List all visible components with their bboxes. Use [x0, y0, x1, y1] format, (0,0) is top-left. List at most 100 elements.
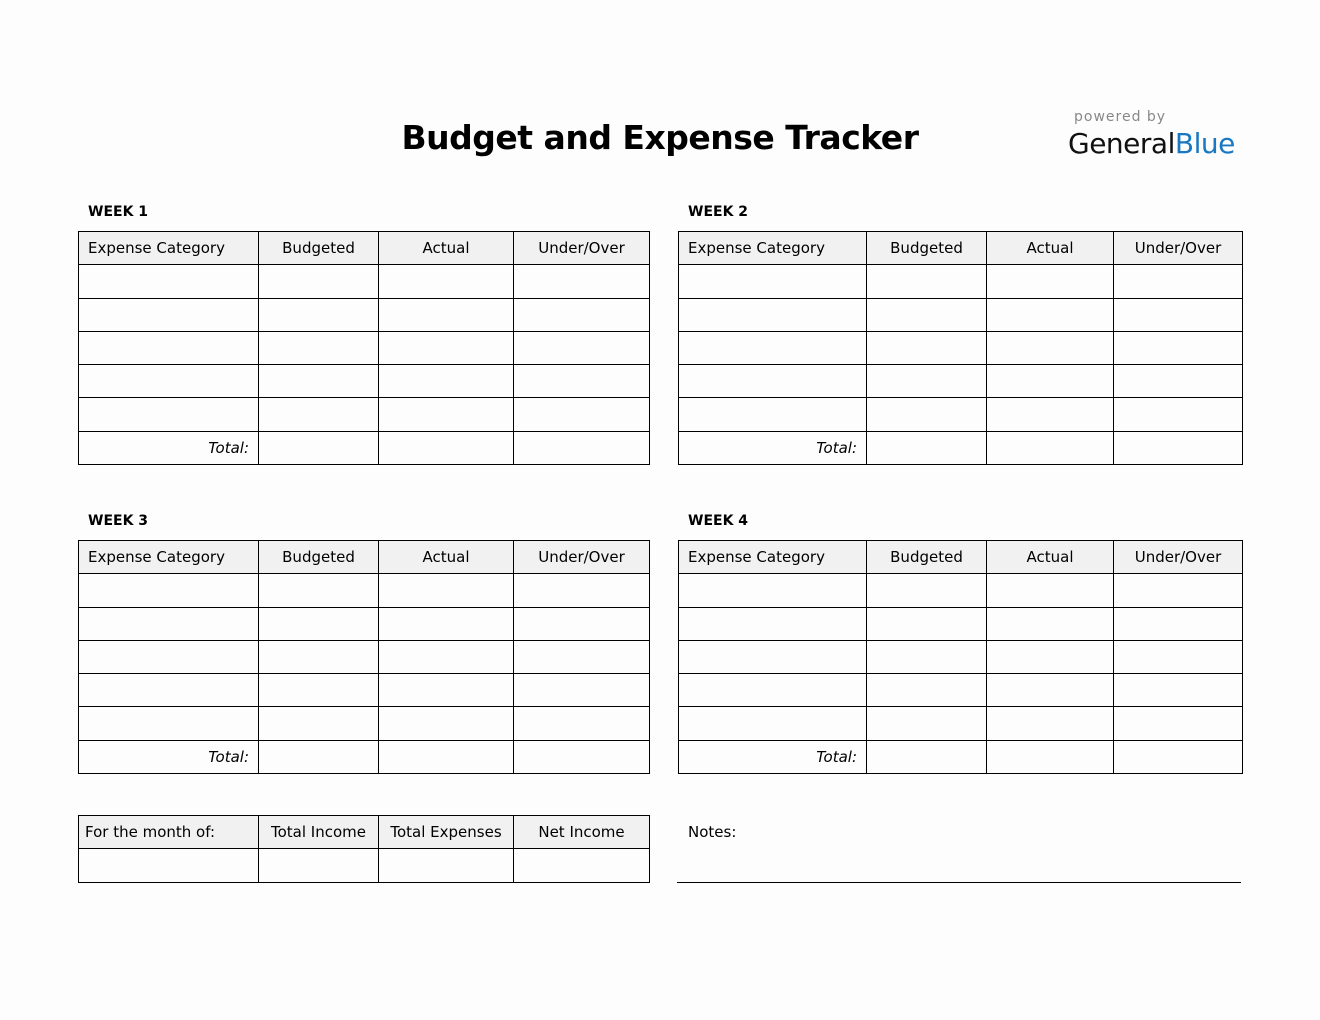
table-cell[interactable]	[258, 673, 379, 708]
table-cell[interactable]	[678, 297, 867, 332]
table-cell[interactable]	[678, 397, 867, 432]
table-cell[interactable]	[1113, 364, 1243, 399]
table-cell[interactable]	[866, 364, 987, 399]
table-cell[interactable]	[513, 706, 650, 741]
total-cell[interactable]	[258, 739, 379, 775]
table-cell[interactable]	[986, 330, 1114, 366]
table-cell[interactable]	[258, 706, 379, 741]
table-cell[interactable]	[678, 639, 867, 675]
table-cell[interactable]	[378, 264, 514, 299]
table-cell[interactable]	[866, 673, 987, 708]
table-cell[interactable]	[378, 397, 514, 432]
table-cell[interactable]	[513, 364, 650, 399]
table-cell[interactable]	[1113, 606, 1243, 641]
table-cell[interactable]	[986, 606, 1114, 641]
table-cell[interactable]	[258, 264, 379, 299]
table-cell[interactable]	[378, 330, 514, 366]
table-cell[interactable]	[78, 264, 259, 299]
table-cell[interactable]	[78, 364, 259, 399]
table-cell[interactable]	[866, 606, 987, 641]
table-cell[interactable]	[1113, 573, 1243, 608]
table-cell[interactable]	[678, 330, 867, 366]
total-cell[interactable]	[513, 739, 650, 775]
table-cell[interactable]	[513, 673, 650, 708]
table-cell[interactable]	[678, 706, 867, 741]
table-cell[interactable]	[513, 573, 650, 608]
table-cell[interactable]	[1113, 706, 1243, 741]
table-cell[interactable]	[986, 297, 1114, 332]
table-cell[interactable]	[866, 297, 987, 332]
table-cell[interactable]	[678, 364, 867, 399]
table-cell[interactable]	[866, 397, 987, 432]
table-cell[interactable]	[866, 573, 987, 608]
table-cell[interactable]	[378, 673, 514, 708]
total-cell[interactable]	[513, 430, 650, 466]
summary-cell[interactable]	[78, 848, 259, 883]
total-cell[interactable]	[986, 430, 1114, 466]
total-cell[interactable]	[258, 430, 379, 466]
table-cell[interactable]	[678, 673, 867, 708]
table-cell[interactable]	[78, 297, 259, 332]
table-cell[interactable]	[78, 330, 259, 366]
table-cell[interactable]	[986, 639, 1114, 675]
table-cell[interactable]	[258, 364, 379, 399]
total-cell[interactable]	[378, 430, 514, 466]
table-cell[interactable]	[1113, 673, 1243, 708]
table-cell[interactable]	[866, 706, 987, 741]
table-cell[interactable]	[258, 297, 379, 332]
table-cell[interactable]	[378, 706, 514, 741]
table-cell[interactable]	[986, 364, 1114, 399]
table-cell[interactable]	[513, 606, 650, 641]
table-cell[interactable]	[513, 397, 650, 432]
table-cell[interactable]	[258, 639, 379, 675]
table-cell[interactable]	[513, 264, 650, 299]
table-cell[interactable]	[78, 639, 259, 675]
generalblue-logo: GeneralBlue	[1068, 127, 1235, 160]
table-cell[interactable]	[986, 264, 1114, 299]
table-cell[interactable]	[378, 573, 514, 608]
table-cell[interactable]	[1113, 264, 1243, 299]
table-row	[78, 573, 650, 608]
table-cell[interactable]	[866, 330, 987, 366]
summary-cell[interactable]	[258, 848, 379, 883]
total-cell[interactable]	[866, 739, 987, 775]
table-cell[interactable]	[1113, 330, 1243, 366]
table-cell[interactable]	[78, 397, 259, 432]
table-cell[interactable]	[378, 364, 514, 399]
table-cell[interactable]	[513, 297, 650, 332]
table-cell[interactable]	[678, 264, 867, 299]
table-cell[interactable]	[1113, 397, 1243, 432]
table-cell[interactable]	[513, 330, 650, 366]
table-cell[interactable]	[78, 706, 259, 741]
table-cell[interactable]	[866, 639, 987, 675]
table-cell[interactable]	[1113, 297, 1243, 332]
total-cell[interactable]	[866, 430, 987, 466]
table-cell[interactable]	[986, 573, 1114, 608]
table-cell[interactable]	[678, 606, 867, 641]
table-cell[interactable]	[378, 297, 514, 332]
total-cell[interactable]	[1113, 739, 1243, 775]
table-cell[interactable]	[1113, 639, 1243, 675]
total-cell[interactable]	[986, 739, 1114, 775]
table-cell[interactable]	[258, 573, 379, 608]
table-cell[interactable]	[78, 673, 259, 708]
table-cell[interactable]	[78, 606, 259, 641]
table-cell[interactable]	[986, 673, 1114, 708]
table-cell[interactable]	[866, 264, 987, 299]
table-cell[interactable]	[258, 330, 379, 366]
table-cell[interactable]	[986, 397, 1114, 432]
summary-cell[interactable]	[378, 848, 514, 883]
total-cell[interactable]	[1113, 430, 1243, 466]
table-cell[interactable]	[258, 606, 379, 641]
table-cell[interactable]	[378, 606, 514, 641]
table-cell[interactable]	[378, 639, 514, 675]
table-cell[interactable]	[258, 397, 379, 432]
table-cell[interactable]	[78, 573, 259, 608]
summary-cell[interactable]	[513, 848, 650, 883]
table-cell[interactable]	[513, 639, 650, 675]
table-cell[interactable]	[678, 573, 867, 608]
summary-header: Total Income	[258, 814, 379, 850]
total-cell[interactable]	[378, 739, 514, 775]
notes-line[interactable]	[677, 882, 1241, 883]
table-cell[interactable]	[986, 706, 1114, 741]
